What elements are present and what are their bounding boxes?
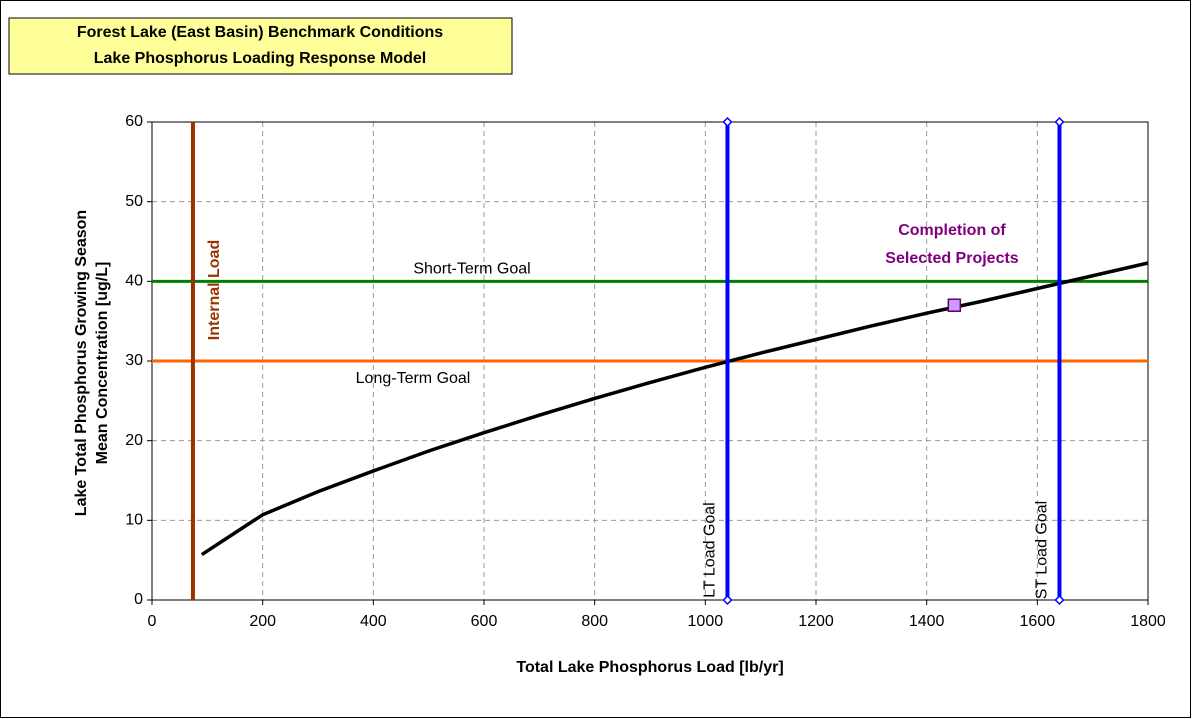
x-tick-label: 1800 xyxy=(1130,613,1166,630)
end-marker xyxy=(722,594,733,606)
data-line xyxy=(200,261,1149,557)
x-tick-label: 400 xyxy=(360,613,387,630)
x-tick-label: 200 xyxy=(249,613,276,630)
x-tick-label: 1600 xyxy=(1020,613,1056,630)
point-label: Completion of xyxy=(898,222,1006,239)
y-tick-label: 10 xyxy=(125,512,143,529)
title-box xyxy=(8,17,513,75)
reference-label: Short-Term Goal xyxy=(413,261,530,278)
x-axis-label: Total Lake Phosphorus Load [lb/yr] xyxy=(516,659,783,676)
x-tick-label: 0 xyxy=(148,613,157,630)
chart-subtitle: Lake Phosphorus Loading Response Model xyxy=(94,50,426,67)
y-tick-label: 60 xyxy=(125,113,143,130)
y-tick-label: 40 xyxy=(125,273,143,290)
y-axis-label: Lake Total Phosphorus Growing Season xyxy=(73,210,90,516)
x-tick-label: 1000 xyxy=(688,613,724,630)
end-marker xyxy=(722,116,733,128)
data-point xyxy=(947,298,962,312)
end-marker xyxy=(1054,594,1065,606)
reference-label: Long-Term Goal xyxy=(356,370,471,387)
point-label: Selected Projects xyxy=(885,250,1019,267)
y-tick-label: 50 xyxy=(125,193,143,210)
end-marker xyxy=(1054,116,1065,128)
y-tick-label: 20 xyxy=(125,432,143,449)
reference-label: ST Load Goal xyxy=(1034,501,1051,599)
x-tick-label: 800 xyxy=(581,613,608,630)
x-tick-label: 600 xyxy=(471,613,498,630)
reference-label: LT Load Goal xyxy=(702,502,719,597)
y-axis-label: Mean Concentration [ug/L] xyxy=(94,262,111,465)
y-tick-label: 30 xyxy=(125,352,143,369)
x-tick-label: 1200 xyxy=(798,613,834,630)
y-tick-label: 0 xyxy=(134,591,143,608)
chart-title: Forest Lake (East Basin) Benchmark Condi… xyxy=(77,24,443,41)
reference-label: Internal Load xyxy=(206,240,223,340)
x-tick-label: 1400 xyxy=(909,613,945,630)
